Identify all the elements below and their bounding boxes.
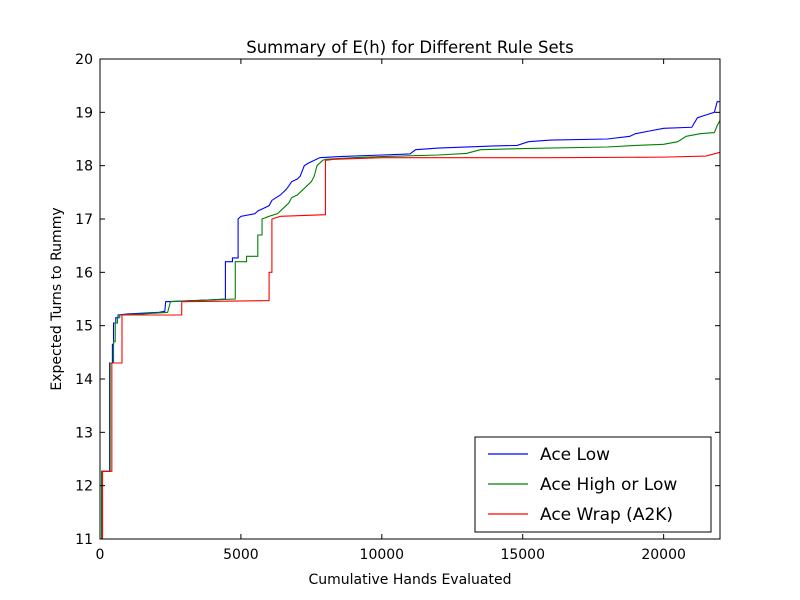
series-group: [100, 101, 721, 540]
plot-frame: [99, 58, 721, 540]
x-tick-label: 10000: [360, 547, 405, 563]
legend-label: Ace Wrap (A2K): [540, 505, 673, 525]
x-tick-label: 15000: [500, 547, 545, 563]
x-axis-label: Cumulative Hands Evaluated: [308, 572, 511, 588]
y-tick-label: 16: [75, 265, 93, 281]
y-tick-label: 12: [75, 479, 93, 495]
y-tick-label: 20: [75, 52, 93, 68]
y-tick-label: 11: [75, 532, 93, 548]
series-line-2: [100, 120, 721, 540]
y-tick-label: 18: [75, 159, 93, 175]
x-tick-label: 5000: [223, 547, 259, 563]
y-axis-ticks: 11 12 13 14 15 16 17 18 19 20: [75, 52, 720, 548]
legend-items: Ace Low Ace High or Low Ace Wrap (A2K): [488, 445, 677, 525]
legend: Ace Low Ace High or Low Ace Wrap (A2K): [474, 436, 712, 533]
y-tick-label: 19: [75, 105, 93, 121]
legend-label: Ace Low: [540, 445, 610, 465]
series-line-3: [100, 151, 721, 540]
plot-area: [99, 58, 721, 540]
y-axis-label: Expected Turns to Rummy: [49, 207, 65, 390]
y-tick-label: 17: [75, 212, 93, 228]
y-tick-label: 13: [75, 425, 93, 441]
y-tick-label: 15: [75, 319, 93, 335]
x-tick-label: 0: [96, 547, 105, 563]
y-tick-label: 14: [75, 372, 93, 388]
chart-title: Summary of E(h) for Different Rule Sets: [246, 38, 573, 57]
x-axis-ticks: 0 5000 10000 15000 20000: [96, 59, 686, 563]
legend-label: Ace High or Low: [540, 475, 677, 495]
series-line-1: [100, 101, 720, 540]
x-tick-label: 20000: [641, 547, 686, 563]
